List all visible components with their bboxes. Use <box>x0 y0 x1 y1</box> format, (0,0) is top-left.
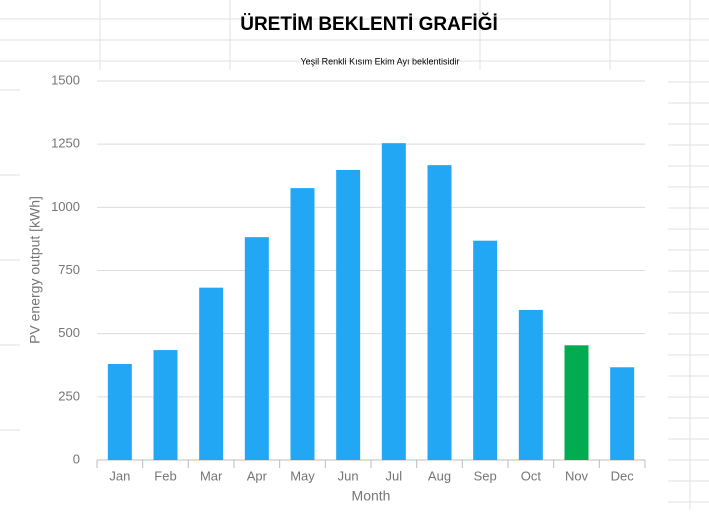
x-tick-label: Apr <box>247 468 268 483</box>
y-tick-label: 1000 <box>51 199 80 214</box>
x-tick-label: Mar <box>200 468 223 483</box>
x-tick-label: Jan <box>109 468 130 483</box>
y-tick-label: 1500 <box>51 72 80 87</box>
x-tick-label: Oct <box>521 468 542 483</box>
x-tick-label: Nov <box>565 468 589 483</box>
x-tick-label: Sep <box>474 468 497 483</box>
x-tick-label: Feb <box>154 468 176 483</box>
bar <box>518 309 543 460</box>
bar <box>244 237 269 460</box>
bar <box>427 165 452 460</box>
bar <box>153 350 178 460</box>
bar <box>610 367 635 460</box>
chart-title: ÜRETİM BEKLENTİ GRAFİĞİ <box>240 13 498 35</box>
bar <box>107 363 132 460</box>
x-tick-label: May <box>290 468 315 483</box>
bar <box>199 287 224 460</box>
bar <box>564 345 589 460</box>
x-tick-label: Dec <box>611 468 635 483</box>
x-axis-title: Month <box>352 488 391 504</box>
bar <box>381 143 406 460</box>
bar <box>336 169 361 460</box>
bar <box>473 240 498 460</box>
y-axis-title: PV energy output [kWh] <box>27 196 43 344</box>
y-tick-label: 500 <box>58 325 80 340</box>
chart-subtitle: Yeşil Renkli Kısım Ekim Ayı beklentisidi… <box>300 56 459 66</box>
y-tick-label: 750 <box>58 262 80 277</box>
y-tick-label: 1250 <box>51 136 80 151</box>
bar <box>290 188 315 460</box>
y-tick-label: 0 <box>73 451 80 466</box>
x-tick-label: Aug <box>428 468 451 483</box>
x-tick-label: Jul <box>386 468 403 483</box>
y-tick-label: 250 <box>58 388 80 403</box>
x-tick-label: Jun <box>338 468 359 483</box>
